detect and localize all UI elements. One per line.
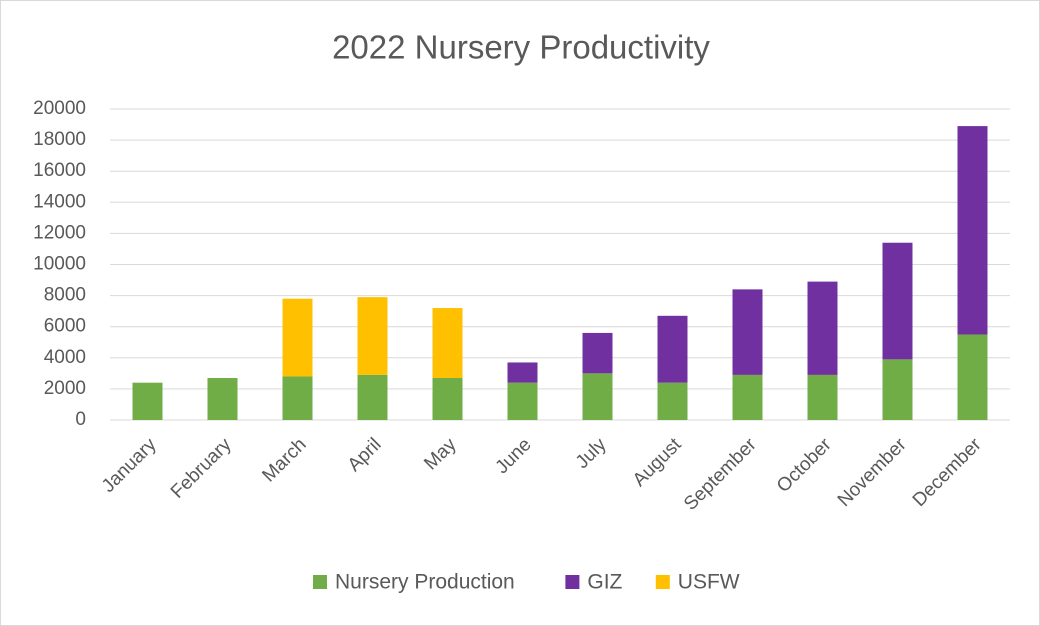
bar-segment [732,289,763,375]
bar-segment [132,382,163,420]
legend-label: Nursery Production [335,571,515,594]
y-tick-label: 4000 [44,347,86,368]
bar-segment [807,374,838,420]
bar-segment [357,374,388,420]
bar-segment [432,308,463,379]
y-tick-label: 12000 [33,222,86,243]
y-tick-label: 6000 [44,316,86,337]
bar-segment [807,281,838,375]
bar-segment [207,378,238,420]
bar-segment [507,382,538,420]
bar-segment [282,376,313,420]
bar-segment [432,378,463,420]
bar-segment [582,332,613,374]
bar-segment [357,297,388,375]
bar-segment [957,126,988,335]
bar-segment [282,298,313,377]
y-tick-label: 16000 [33,160,86,181]
chart-title: 2022 Nursery Productivity [332,29,710,66]
bar-segment [582,373,613,420]
y-tick-label: 20000 [33,98,86,119]
bar-segment [882,242,913,360]
y-tick-label: 18000 [33,129,86,150]
legend-swatch [565,575,580,589]
bar-segment [957,334,988,420]
bar-segment [882,359,913,420]
legend-label: USFW [678,571,740,594]
y-tick-label: 8000 [44,285,86,306]
y-tick-label: 14000 [33,191,86,212]
legend-swatch [655,575,670,589]
bar-segment [732,374,763,420]
bar-segment [507,362,538,383]
legend-label: GIZ [587,571,622,594]
bar-segment [657,382,688,420]
legend-swatch [313,575,327,589]
y-tick-label: 10000 [33,254,86,275]
y-tick-label: 2000 [44,378,86,399]
y-tick-label: 0 [75,409,86,430]
bar-segment [657,315,688,383]
